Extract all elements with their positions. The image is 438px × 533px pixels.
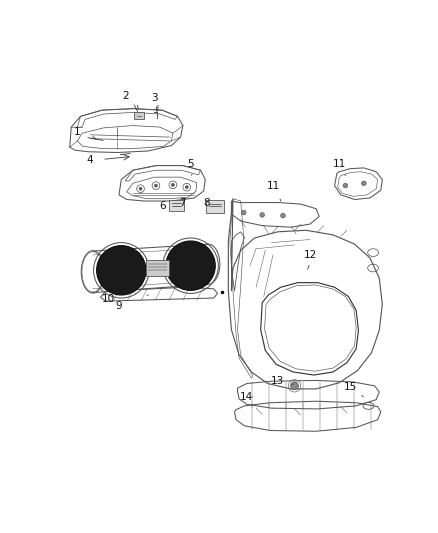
Circle shape	[155, 184, 158, 187]
FancyBboxPatch shape	[206, 200, 224, 213]
Circle shape	[260, 213, 265, 217]
Text: 6: 6	[159, 200, 166, 211]
Text: 2: 2	[122, 91, 128, 101]
Text: 11: 11	[332, 159, 346, 169]
FancyBboxPatch shape	[146, 260, 169, 276]
Text: 9: 9	[116, 301, 122, 311]
Circle shape	[185, 185, 188, 189]
Text: 1: 1	[74, 127, 81, 137]
Text: 15: 15	[343, 382, 357, 392]
Text: 13: 13	[271, 376, 284, 386]
Circle shape	[139, 187, 142, 190]
Text: 8: 8	[204, 198, 210, 207]
Circle shape	[171, 183, 174, 187]
Text: 11: 11	[266, 181, 279, 191]
Circle shape	[166, 241, 215, 290]
Text: 3: 3	[151, 93, 158, 103]
Text: 5: 5	[187, 159, 194, 169]
Text: 12: 12	[304, 250, 317, 260]
FancyBboxPatch shape	[169, 200, 184, 211]
Circle shape	[343, 183, 348, 188]
Text: 10: 10	[102, 294, 115, 304]
Text: 7: 7	[180, 198, 186, 207]
Circle shape	[291, 382, 298, 390]
Circle shape	[281, 213, 285, 218]
FancyBboxPatch shape	[134, 112, 145, 119]
Text: 4: 4	[86, 155, 93, 165]
Circle shape	[361, 181, 366, 185]
Circle shape	[97, 246, 146, 295]
Circle shape	[241, 210, 246, 215]
Text: 14: 14	[240, 392, 254, 401]
